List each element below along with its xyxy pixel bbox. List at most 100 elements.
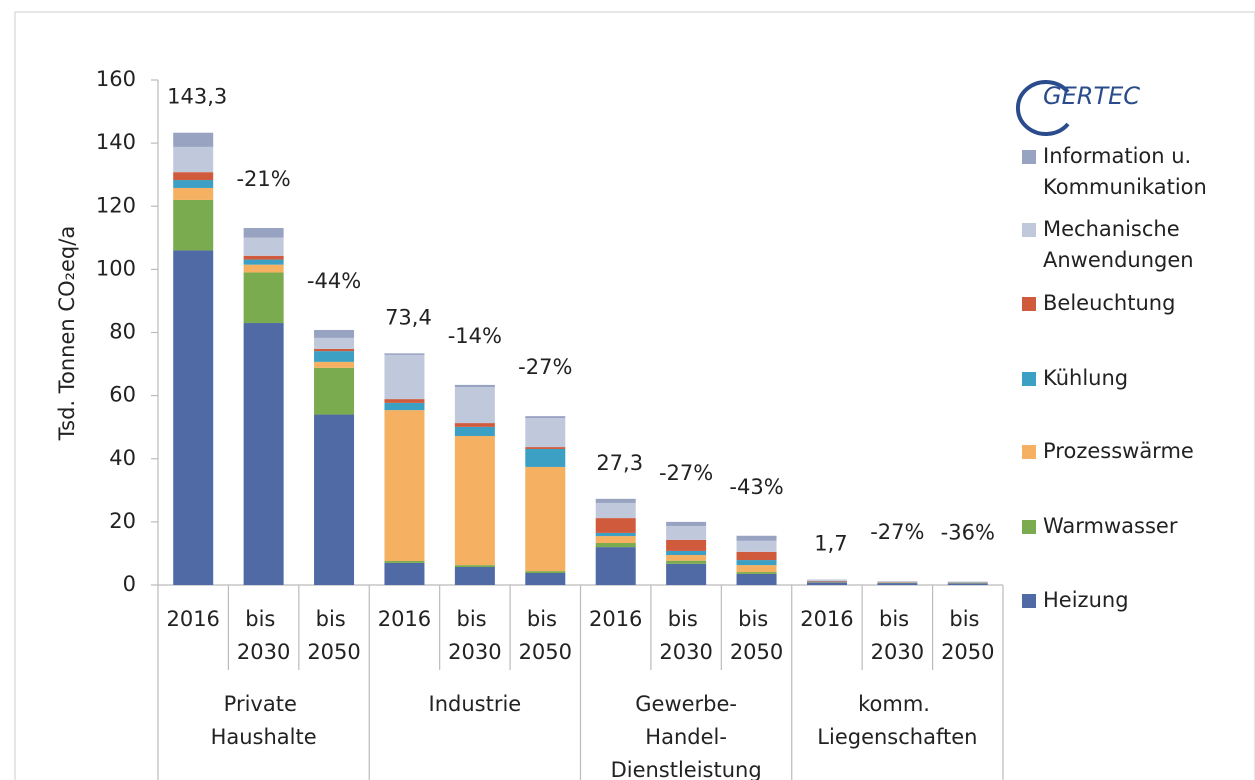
bar-segment bbox=[525, 448, 566, 467]
bar-annotation: 73,4 bbox=[385, 305, 432, 329]
y-tick-label: 40 bbox=[109, 446, 136, 470]
bar-segment bbox=[806, 582, 847, 585]
bar-segment bbox=[243, 259, 284, 265]
bar-segment bbox=[314, 367, 355, 415]
bar-annotation: -27% bbox=[659, 461, 713, 485]
bar-segment bbox=[243, 264, 284, 273]
y-tick-label: 140 bbox=[96, 130, 136, 154]
logo: GERTEC bbox=[1043, 82, 1140, 110]
bar-segment bbox=[384, 353, 425, 355]
legend-label: Information u. Kommunikation bbox=[1043, 144, 1207, 199]
x-tick-label: 2016 bbox=[166, 607, 219, 631]
bar-segment bbox=[314, 329, 355, 338]
x-tick-label: bis 2050 bbox=[307, 607, 360, 664]
y-tick-label: 100 bbox=[96, 256, 136, 280]
x-tick-label: bis 2050 bbox=[519, 607, 572, 664]
legend-label: Beleuchtung bbox=[1043, 291, 1175, 315]
legend-swatch bbox=[1022, 297, 1036, 311]
x-tick-label: bis 2030 bbox=[448, 607, 501, 664]
x-tick-label: 2016 bbox=[589, 607, 642, 631]
bar-segment bbox=[525, 418, 566, 448]
y-tick-label: 120 bbox=[96, 193, 136, 217]
bar-segment bbox=[947, 583, 988, 585]
bar-segment bbox=[595, 536, 636, 544]
bar-segment bbox=[525, 447, 566, 449]
legend-label: Warmwasser bbox=[1043, 514, 1178, 538]
y-tick-label: 0 bbox=[123, 572, 136, 596]
bar-segment bbox=[173, 146, 214, 173]
x-tick-label: 2016 bbox=[800, 607, 853, 631]
bar-segment bbox=[243, 228, 284, 238]
bar-segment bbox=[173, 250, 214, 585]
x-tick-label: bis 2030 bbox=[237, 607, 290, 664]
bar-segment bbox=[666, 525, 707, 540]
legend-swatch bbox=[1022, 594, 1036, 608]
x-tick-label: bis 2030 bbox=[659, 607, 712, 664]
bar-segment bbox=[454, 565, 495, 568]
bar-segment bbox=[736, 535, 777, 541]
bar-segment bbox=[384, 399, 425, 403]
bar-segment bbox=[243, 255, 284, 260]
bar-segment bbox=[173, 180, 214, 188]
bar-segment bbox=[666, 563, 707, 585]
bar-annotation: 1,7 bbox=[814, 532, 847, 556]
bar-segment bbox=[877, 581, 918, 582]
y-tick-label: 60 bbox=[109, 383, 136, 407]
bar-segment bbox=[525, 416, 566, 419]
bar-segment bbox=[454, 423, 495, 427]
bar-annotation: -43% bbox=[729, 475, 783, 499]
bar-segment bbox=[877, 583, 918, 585]
bar-segment bbox=[525, 573, 566, 585]
y-axis-label: Tsd. Tonnen CO₂eq/a bbox=[55, 226, 79, 441]
bar-segment bbox=[806, 579, 847, 581]
bar-segment bbox=[384, 402, 425, 411]
bar-annotation: 143,3 bbox=[167, 85, 227, 109]
bar-segment bbox=[454, 387, 495, 424]
bar-segment bbox=[454, 436, 495, 566]
bar-segment bbox=[314, 348, 355, 352]
bar-segment bbox=[173, 199, 214, 251]
bar-segment bbox=[314, 414, 355, 585]
bar-segment bbox=[384, 561, 425, 563]
x-tick-label: bis 2030 bbox=[871, 607, 924, 664]
legend-label: Prozesswärme bbox=[1043, 439, 1194, 463]
bar-segment bbox=[525, 466, 566, 572]
legend-swatch bbox=[1022, 223, 1036, 237]
bar-segment bbox=[314, 361, 355, 368]
legend-swatch bbox=[1022, 445, 1036, 459]
legend-label: Mechanische Anwendungen bbox=[1043, 217, 1194, 272]
group-label: Industrie bbox=[429, 692, 522, 716]
bar-annotation: 27,3 bbox=[596, 451, 643, 475]
bar-annotation: -44% bbox=[307, 269, 361, 293]
bar-segment bbox=[173, 172, 214, 181]
legend-swatch bbox=[1022, 150, 1036, 164]
bar-segment bbox=[525, 571, 566, 574]
bar-segment bbox=[595, 543, 636, 548]
bar-segment bbox=[454, 384, 495, 388]
frame bbox=[14, 11, 1255, 780]
bar-annotation: -27% bbox=[518, 355, 572, 379]
x-tick-label: 2016 bbox=[378, 607, 431, 631]
bar-segment bbox=[666, 555, 707, 561]
bar-segment bbox=[666, 539, 707, 551]
group-label: Gewerbe-Handel-Dienstleistung bbox=[611, 692, 762, 780]
bar-segment bbox=[314, 351, 355, 362]
legend-label: Heizung bbox=[1043, 588, 1129, 612]
y-tick-label: 160 bbox=[96, 67, 136, 91]
bar-segment bbox=[595, 547, 636, 585]
legend-label: Kühlung bbox=[1043, 366, 1128, 390]
bar-segment bbox=[736, 560, 777, 566]
y-tick-label: 20 bbox=[109, 509, 136, 533]
bar-annotation: -36% bbox=[941, 521, 995, 545]
bar-segment bbox=[595, 518, 636, 533]
bar-segment bbox=[736, 572, 777, 574]
bar-segment bbox=[243, 237, 284, 256]
bar-segment bbox=[173, 187, 214, 200]
bar-annotation: -27% bbox=[870, 520, 924, 544]
bar-segment bbox=[243, 323, 284, 585]
bar-segment bbox=[806, 580, 847, 582]
bar-segment bbox=[736, 551, 777, 561]
bar-segment bbox=[666, 550, 707, 556]
